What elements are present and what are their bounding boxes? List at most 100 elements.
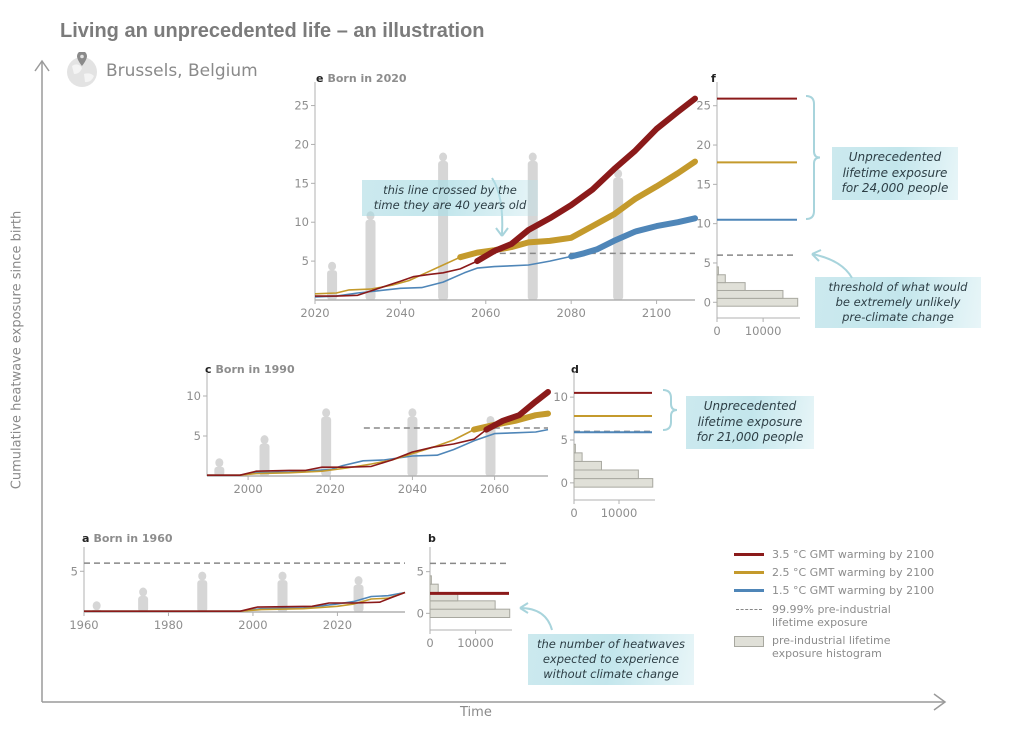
y-tick-label: 0 <box>561 476 568 490</box>
panel-a-letter: a <box>82 532 90 545</box>
y-tick-label: 5 <box>561 433 568 447</box>
legend-item-1-5: 1.5 °C GMT warming by 2100 <box>734 584 934 597</box>
legend-item-3-5: 3.5 °C GMT warming by 2100 <box>734 548 934 561</box>
legend-label: 2.5 °C GMT warming by 2100 <box>772 566 935 580</box>
x-tick-label: 2020 <box>300 306 329 320</box>
y-tick-label: 10 <box>294 215 309 229</box>
panel-c-title: c Born in 1990 <box>205 363 295 376</box>
x-tick-label: 2060 <box>471 306 500 320</box>
arrow-icon <box>811 249 822 262</box>
person-silhouette-icon <box>214 466 225 476</box>
series-line-exceed-warming-3-5 <box>474 95 698 265</box>
y-tick-label: 25 <box>294 99 309 113</box>
person-silhouette-icon <box>407 416 418 476</box>
y-tick-label: 20 <box>294 137 309 151</box>
x-tick-label: 1960 <box>69 618 98 632</box>
annotation-heatwaves-without-cc: the number of heatwaves expected to expe… <box>528 634 694 685</box>
y-tick-label: 5 <box>71 564 78 578</box>
legend-item-histogram: pre-industrial lifetime exposure histogr… <box>734 634 934 660</box>
person-silhouette-icon <box>322 408 331 418</box>
annotation-threshold: threshold of what would be extremely unl… <box>815 277 981 328</box>
x-axis-title: Time <box>460 705 492 720</box>
x-tick-label: 2000 <box>238 618 267 632</box>
panel-b-letter: b <box>428 532 436 545</box>
panel-c-label: Born in 1990 <box>215 363 295 376</box>
x-tick-label: 10000 <box>745 324 782 338</box>
location-label: Brussels, Belgium <box>106 61 258 81</box>
histogram-bar <box>573 443 576 454</box>
x-tick-label: 1980 <box>154 618 183 632</box>
arrow-icon <box>811 253 853 279</box>
arrow-icon <box>519 607 553 631</box>
person-silhouette-icon <box>353 584 364 612</box>
person-silhouette-icon <box>277 580 288 612</box>
histogram-bar <box>716 289 784 299</box>
series-line-warming-2-5 <box>314 256 461 295</box>
panel-e-letter: e <box>316 72 324 85</box>
x-tick-label: 0 <box>426 636 433 650</box>
panel-d-title: d <box>571 363 583 376</box>
legend-swatch-line-2-5 <box>734 566 764 579</box>
person-silhouette-icon <box>439 152 448 162</box>
person-silhouette-icon <box>278 571 287 581</box>
y-tick-label: 10 <box>696 217 711 231</box>
legend-item-threshold: 99.99% pre-industrial lifetime exposure <box>734 603 934 629</box>
person-silhouette-icon <box>197 580 208 612</box>
histogram-bar <box>716 274 726 284</box>
panel-a-title: a Born in 1960 <box>82 532 173 545</box>
person-silhouette-icon <box>260 435 269 445</box>
panel-e-title: e Born in 2020 <box>316 72 407 85</box>
brace-icon <box>805 95 821 220</box>
map-pin-globe-icon <box>67 52 97 87</box>
person-silhouette-icon <box>408 408 417 418</box>
panel-f-letter: f <box>711 72 716 85</box>
legend-label: pre-industrial lifetime exposure histogr… <box>772 633 891 661</box>
histogram-bar <box>716 266 719 276</box>
person-silhouette-icon <box>138 596 149 612</box>
person-silhouette-icon <box>528 152 537 162</box>
y-tick-label: 0 <box>704 295 711 309</box>
annotation-unprecedented-24000: Unprecedented lifetime exposure for 24,0… <box>832 147 958 200</box>
x-tick-label: 2000 <box>233 482 262 496</box>
legend: 3.5 °C GMT warming by 2100 2.5 °C GMT wa… <box>734 548 934 665</box>
legend-label: 99.99% pre-industrial lifetime exposure <box>772 602 891 629</box>
panel-a-label: Born in 1960 <box>93 532 173 545</box>
figure-title: Living an unprecedented life – an illust… <box>60 20 485 42</box>
panel-d-letter: d <box>571 363 579 376</box>
annotation-crossed-40: this line crossed by the time they are 4… <box>362 180 538 216</box>
person-silhouette-icon <box>139 587 148 597</box>
legend-label: 1.5 °C GMT warming by 2100 <box>772 584 935 598</box>
histogram-bar <box>573 452 583 462</box>
y-tick-label: 10 <box>553 390 568 404</box>
y-tick-label: 5 <box>704 256 711 270</box>
legend-item-2-5: 2.5 °C GMT warming by 2100 <box>734 566 934 579</box>
y-tick-label: 10 <box>186 389 201 403</box>
y-tick-label: 15 <box>696 177 711 191</box>
histogram-bar <box>429 608 511 619</box>
legend-label: 3.5 °C GMT warming by 2100 <box>772 548 935 561</box>
series-line-warming-3-5 <box>84 591 406 612</box>
person-silhouette-icon <box>215 458 224 468</box>
person-silhouette-icon <box>259 443 270 476</box>
arrow-icon <box>519 602 529 614</box>
y-tick-label: 5 <box>194 429 201 443</box>
histogram-bar <box>429 583 439 594</box>
x-tick-label: 0 <box>713 324 720 338</box>
legend-swatch-line-1-5 <box>734 584 764 597</box>
person-silhouette-icon <box>614 169 623 179</box>
legend-swatch-dashed <box>734 603 764 616</box>
person-silhouette-icon <box>198 571 207 581</box>
person-silhouette-icon <box>365 219 376 300</box>
histogram-bar <box>716 282 746 291</box>
y-tick-label: 5 <box>417 565 424 579</box>
person-silhouette-icon <box>328 261 337 271</box>
person-silhouette-icon <box>485 424 496 476</box>
x-tick-label: 2060 <box>480 482 509 496</box>
panel-e-label: Born in 2020 <box>327 72 407 85</box>
histogram-bar <box>573 460 602 471</box>
y-tick-label: 20 <box>696 138 711 152</box>
person-silhouette-icon <box>92 601 101 611</box>
x-tick-label: 2020 <box>323 618 352 632</box>
series-line-exceed-warming-1-5 <box>568 215 698 260</box>
